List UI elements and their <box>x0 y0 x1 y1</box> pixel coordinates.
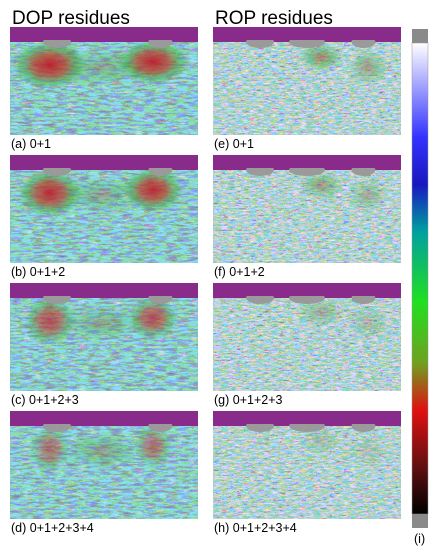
hotspot <box>348 49 388 85</box>
panel: (f) 0+1+2 <box>213 155 401 279</box>
surface-band <box>10 155 198 168</box>
column-title: DOP residues <box>12 8 130 29</box>
panel: (d) 0+1+2+3+4 <box>10 411 198 535</box>
colorbar-cap <box>412 29 428 43</box>
panel: (g) 0+1+2+3 <box>213 283 401 407</box>
hotspot <box>62 305 142 341</box>
panel-label: (f) 0+1+2 <box>214 265 265 279</box>
panel-label: (g) 0+1+2+3 <box>214 393 283 407</box>
panel-label: (b) 0+1+2 <box>11 265 65 279</box>
colorbar-cap <box>412 514 428 528</box>
surface-band <box>10 411 198 424</box>
colorbar-label: (i) <box>414 532 425 546</box>
colorbar <box>411 29 429 528</box>
panel: (h) 0+1+2+3+4 <box>213 411 401 535</box>
colorbar-gradient <box>411 42 429 515</box>
hotspot <box>299 43 343 71</box>
panel: (e) 0+1 <box>213 27 401 151</box>
surface-band <box>10 27 198 40</box>
surface-band <box>213 411 401 424</box>
panel-label: (h) 0+1+2+3+4 <box>214 521 297 535</box>
surface-band <box>213 27 401 40</box>
surface-band <box>10 283 198 296</box>
panel-label: (c) 0+1+2+3 <box>11 393 79 407</box>
panel: (c) 0+1+2+3 <box>10 283 198 407</box>
hotspot <box>18 169 82 217</box>
panel: (a) 0+1 <box>10 27 198 151</box>
hotspot <box>128 296 178 340</box>
surface-band <box>213 283 401 296</box>
hotspot <box>62 433 142 469</box>
surface-band <box>213 155 401 168</box>
hotspot <box>299 171 343 199</box>
hotspot <box>62 177 142 213</box>
hotspot <box>348 433 388 469</box>
hotspot <box>348 177 388 213</box>
hotspot <box>299 299 343 327</box>
panel-label: (e) 0+1 <box>214 137 254 151</box>
hotspot <box>299 427 343 455</box>
panel-label: (a) 0+1 <box>11 137 51 151</box>
panels: (a) 0+1 (b) 0+1+2 (c) 0+1+2+3 (d) 0+1+2+3+4… <box>10 27 401 535</box>
column-title: ROP residues <box>215 8 333 29</box>
hotspot <box>62 49 142 85</box>
hotspot <box>348 305 388 341</box>
hotspot <box>24 297 76 345</box>
hotspot <box>30 425 70 473</box>
panel-label: (d) 0+1+2+3+4 <box>11 521 94 535</box>
panel: (b) 0+1+2 <box>10 155 198 279</box>
hotspot <box>133 424 173 468</box>
